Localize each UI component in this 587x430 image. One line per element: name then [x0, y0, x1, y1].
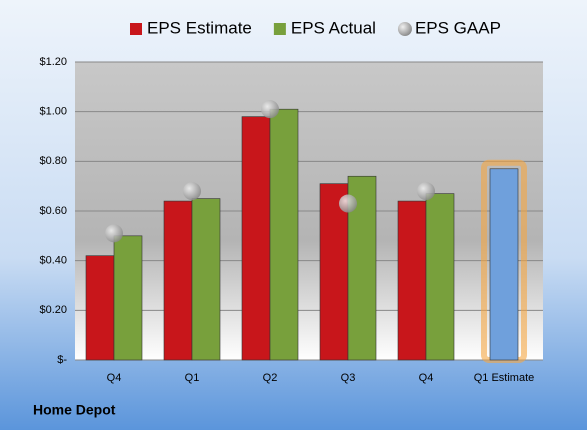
bar: [241, 116, 271, 361]
bar: [425, 193, 455, 361]
legend-marker: [273, 23, 286, 35]
bar: [269, 108, 299, 361]
x-tick-label: Q4: [107, 372, 122, 384]
bar: [163, 200, 193, 361]
gaap-marker: [261, 100, 279, 119]
gaap-marker: [417, 182, 435, 201]
bar: [347, 175, 377, 361]
gaap-marker: [105, 224, 123, 243]
y-tick-label: $1.20: [39, 56, 67, 68]
x-tick-label: Q1: [185, 372, 200, 384]
legend-label: EPS Estimate: [147, 18, 252, 37]
legend-label: EPS Actual: [291, 18, 376, 37]
y-tick-label: $0.40: [39, 255, 67, 267]
bar: [85, 255, 115, 361]
y-tick-label: $-: [57, 354, 67, 366]
x-tick-label: Q3: [341, 372, 356, 384]
x-tick-label: Q1 Estimate: [474, 372, 535, 384]
gaap-marker: [183, 182, 201, 201]
legend-marker: [130, 23, 142, 35]
bar: [397, 200, 427, 361]
bar: [191, 198, 221, 361]
y-tick-label: $1.00: [39, 106, 67, 118]
y-tick-label: $0.80: [39, 155, 67, 167]
legend-marker: [397, 22, 412, 36]
gaap-marker: [339, 194, 357, 213]
bar: [113, 235, 143, 361]
legend-label: EPS GAAP: [415, 18, 501, 37]
y-tick-label: $0.20: [39, 304, 67, 316]
x-tick-label: Q2: [263, 372, 278, 384]
x-tick-label: Q4: [419, 372, 434, 384]
y-tick-label: $0.60: [39, 205, 67, 217]
footer: Home Depot: [33, 402, 116, 418]
bar: [489, 168, 519, 361]
